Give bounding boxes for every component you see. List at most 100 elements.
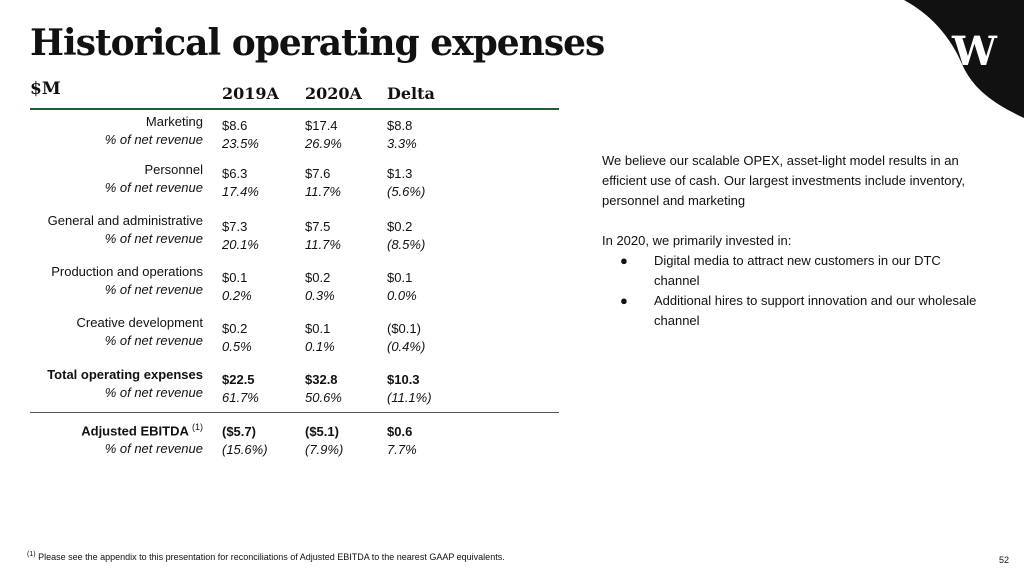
cell-2019a: $7.3 20.1%	[222, 218, 259, 254]
cell-delta: $1.3 (5.6%)	[387, 165, 425, 201]
column-header-2020a: 2020A	[305, 84, 362, 103]
row-label-main: Personnel	[144, 162, 203, 177]
cell-2019a: ($5.7) (15.6%)	[222, 423, 268, 459]
cell-2020a: ($5.1) (7.9%)	[305, 423, 343, 459]
cell-pct: 11.7%	[305, 184, 341, 199]
cell-value: $0.1	[305, 321, 331, 336]
footnote-marker: (1)	[27, 551, 36, 558]
cell-value: $0.1	[222, 270, 248, 285]
cell-pct: (15.6%)	[222, 442, 268, 457]
page-number: 52	[999, 555, 1010, 565]
cell-pct: 0.1%	[305, 339, 335, 354]
cell-value: $32.8	[305, 372, 338, 387]
cell-pct: 26.9%	[305, 136, 342, 151]
table-row-total-operating-expenses: Total operating expenses % of net revenu…	[0, 366, 580, 405]
row-label-main: Marketing	[145, 114, 203, 129]
cell-delta: $8.8 3.3%	[387, 117, 417, 153]
list-item: ● Digital media to attract new customers …	[620, 251, 982, 291]
cell-value: ($5.7)	[222, 424, 256, 439]
cell-2019a: $6.3 17.4%	[222, 165, 259, 201]
page-title: Historical operating expenses	[30, 22, 605, 64]
row-label: Production and operations % of net reven…	[3, 263, 203, 299]
commentary-paragraph: We believe our scalable OPEX, asset-ligh…	[602, 153, 965, 208]
cell-pct: 7.7%	[387, 442, 417, 457]
table-row-creative-development: Creative development % of net revenue $0…	[0, 314, 580, 354]
cell-pct: 61.7%	[222, 390, 259, 405]
cell-pct: 0.5%	[222, 339, 252, 354]
cell-value: $8.6	[222, 118, 248, 133]
row-label-main: Creative development	[76, 315, 203, 330]
unit-label: $M	[30, 79, 61, 99]
row-label-sub: % of net revenue	[104, 282, 203, 297]
cell-2020a: $17.4 26.9%	[305, 117, 342, 153]
cell-value: $7.5	[305, 219, 331, 234]
cell-delta: ($0.1) (0.4%)	[387, 320, 425, 356]
footnote-marker: (1)	[192, 422, 203, 432]
bullet-text: Additional hires to support innovation a…	[654, 293, 977, 328]
row-label: Adjusted EBITDA (1) % of net revenue	[3, 418, 203, 458]
cell-pct: (7.9%)	[305, 442, 344, 457]
cell-pct: 0.0%	[387, 288, 417, 303]
total-divider	[30, 412, 559, 413]
cell-2020a: $7.6 11.7%	[305, 165, 341, 201]
table-row-personnel: Personnel % of net revenue $6.3 17.4% $7.…	[0, 161, 580, 199]
commentary-bullets: ● Digital media to attract new customers …	[602, 251, 982, 331]
row-label: General and administrative % of net reve…	[3, 212, 203, 248]
cell-pct: 0.3%	[305, 288, 335, 303]
row-label-sub: % of net revenue	[104, 180, 203, 195]
bullet-icon: ●	[620, 293, 628, 308]
cell-pct: 11.7%	[305, 237, 341, 252]
footnote: (1) Please see the appendix to this pres…	[27, 551, 505, 562]
row-label-main: Total operating expenses	[47, 367, 203, 382]
cell-pct: (5.6%)	[387, 184, 426, 199]
logo-corner-shape	[904, 0, 1024, 118]
table-row-general-administrative: General and administrative % of net reve…	[0, 212, 580, 252]
cell-2020a: $7.5 11.7%	[305, 218, 341, 254]
cell-pct: 3.3%	[387, 136, 417, 151]
column-header-delta: Delta	[387, 84, 435, 103]
cell-value: ($0.1)	[387, 321, 421, 336]
cell-pct: 50.6%	[305, 390, 342, 405]
cell-value: $6.3	[222, 166, 248, 181]
logo-icon: W	[952, 28, 997, 75]
cell-value: $0.1	[387, 270, 413, 285]
footnote-text: Please see the appendix to this presenta…	[38, 552, 505, 562]
cell-2019a: $8.6 23.5%	[222, 117, 259, 153]
cell-value: $0.2	[387, 219, 413, 234]
cell-2019a: $22.5 61.7%	[222, 371, 259, 407]
row-label-text: Adjusted EBITDA	[81, 423, 189, 439]
cell-2019a: $0.2 0.5%	[222, 320, 252, 356]
row-label-sub: % of net revenue	[104, 441, 203, 457]
row-label-sub: % of net revenue	[104, 385, 203, 400]
list-item: ● Additional hires to support innovation …	[620, 291, 982, 331]
cell-2019a: $0.1 0.2%	[222, 269, 252, 305]
cell-value: $10.3	[387, 372, 420, 387]
cell-2020a: $32.8 50.6%	[305, 371, 342, 407]
row-label: Personnel % of net revenue	[3, 161, 203, 197]
cell-value: $7.3	[222, 219, 248, 234]
cell-delta: $0.1 0.0%	[387, 269, 417, 305]
row-label-main: Adjusted EBITDA (1)	[3, 418, 203, 440]
row-label-sub: % of net revenue	[104, 333, 203, 348]
bullet-text: Digital media to attract new customers i…	[654, 253, 941, 288]
cell-value: $8.8	[387, 118, 413, 133]
header-divider	[30, 108, 559, 110]
row-label: Total operating expenses % of net revenu…	[3, 366, 203, 402]
cell-delta: $0.2 (8.5%)	[387, 218, 425, 254]
cell-value: ($5.1)	[305, 424, 339, 439]
cell-delta: $10.3 (11.1%)	[387, 371, 432, 407]
cell-value: $7.6	[305, 166, 331, 181]
row-label: Creative development % of net revenue	[3, 314, 203, 350]
row-label-sub: % of net revenue	[104, 231, 203, 246]
table-row-marketing: Marketing % of net revenue $8.6 23.5% $17…	[0, 113, 580, 151]
cell-delta: $0.6 7.7%	[387, 423, 417, 459]
cell-pct: 0.2%	[222, 288, 252, 303]
cell-pct: (0.4%)	[387, 339, 426, 354]
cell-pct: 23.5%	[222, 136, 259, 151]
cell-value: $0.2	[222, 321, 248, 336]
row-label-main: General and administrative	[47, 213, 203, 228]
cell-value: $1.3	[387, 166, 413, 181]
cell-pct: 17.4%	[222, 184, 259, 199]
row-label-sub: % of net revenue	[104, 132, 203, 147]
bullet-icon: ●	[620, 253, 628, 268]
